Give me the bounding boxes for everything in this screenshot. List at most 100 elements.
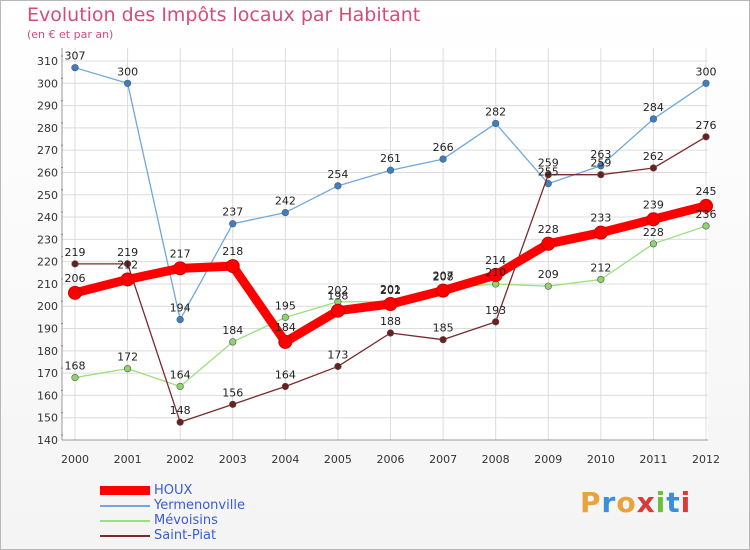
data-label-houx: 207 — [433, 270, 454, 283]
data-label-houx: 245 — [696, 185, 717, 198]
chart-title: Evolution des Impôts locaux par Habitant — [27, 4, 421, 26]
data-labels: 307 300 194 237 242 254 261 266 282 255 263 284 300 1… — [65, 50, 717, 417]
data-label-saint-piat: 156 — [222, 386, 243, 399]
point-saint-piat — [281, 382, 289, 391]
series-lines — [68, 64, 713, 426]
legend-item-m-voisins: Mévoisins — [100, 513, 245, 528]
y-tick-label: 140 — [37, 434, 58, 447]
point-m-voisins — [71, 373, 79, 382]
x-tick-label: 2008 — [482, 453, 510, 466]
grid — [62, 48, 708, 441]
y-tick-label: 240 — [37, 211, 58, 224]
y-tick-label: 300 — [37, 77, 58, 90]
data-label-houx: 233 — [590, 212, 611, 225]
y-tick-label: 210 — [37, 278, 58, 291]
data-label-m-voisins: 210 — [485, 266, 506, 279]
logo-letter: i — [655, 486, 667, 519]
point-yermenonville — [386, 166, 395, 174]
data-label-saint-piat: 148 — [170, 404, 191, 417]
data-label-saint-piat: 262 — [643, 150, 664, 163]
y-tick-label: 250 — [37, 189, 58, 202]
data-label-yermenonville: 300 — [696, 65, 717, 78]
point-m-voisins — [544, 282, 552, 290]
x-tick-label: 2002 — [166, 453, 194, 466]
data-label-saint-piat: 193 — [485, 304, 506, 317]
data-label-yermenonville: 263 — [590, 148, 611, 161]
chart-subtitle: (en € et par an) — [27, 28, 114, 41]
data-label-houx: 228 — [538, 223, 559, 236]
y-tick-label: 260 — [37, 166, 58, 179]
data-label-yermenonville: 194 — [170, 302, 191, 315]
data-label-yermenonville: 266 — [433, 141, 454, 154]
logo-letter: i — [680, 486, 692, 519]
x-tick-label: 2011 — [639, 453, 667, 466]
point-m-voisins — [597, 275, 605, 284]
data-label-m-voisins: 202 — [327, 284, 348, 297]
data-label-m-voisins: 209 — [538, 268, 559, 281]
data-label-houx: 198 — [327, 290, 348, 303]
point-yermenonville — [702, 79, 710, 87]
point-m-voisins — [702, 222, 710, 230]
legend-swatch — [100, 519, 150, 522]
data-label-yermenonville: 242 — [275, 195, 296, 208]
x-tick-label: 2010 — [587, 453, 615, 466]
data-label-m-voisins: 208 — [433, 270, 454, 283]
legend-label: Mévoisins — [154, 513, 218, 528]
data-label-saint-piat: 259 — [590, 157, 611, 170]
point-houx — [120, 272, 135, 287]
x-tick-label: 2009 — [534, 453, 562, 466]
data-label-m-voisins: 184 — [222, 324, 243, 337]
x-tick-label: 2004 — [271, 453, 299, 466]
y-tick-label: 160 — [37, 389, 58, 402]
data-label-houx: 212 — [117, 258, 138, 271]
data-label-m-voisins: 164 — [170, 368, 191, 381]
point-m-voisins — [229, 338, 237, 346]
data-label-saint-piat: 188 — [380, 315, 401, 328]
x-tick-label: 2006 — [377, 453, 405, 466]
data-label-saint-piat: 173 — [327, 348, 348, 361]
axes: 140 150 160 170 180 190 200 210 220 230 240 250 260 2… — [37, 48, 720, 466]
point-houx — [699, 198, 713, 213]
point-houx — [278, 334, 293, 349]
point-yermenonville — [334, 182, 342, 190]
y-tick-label: 170 — [37, 367, 58, 380]
x-tick-label: 2012 — [692, 453, 720, 466]
data-label-saint-piat: 219 — [65, 246, 86, 259]
data-label-houx: 184 — [275, 321, 296, 334]
data-label-m-voisins: 202 — [380, 284, 401, 297]
point-houx — [593, 225, 608, 240]
legend-item-houx: HOUX — [100, 483, 245, 498]
data-label-m-voisins: 172 — [117, 351, 138, 364]
data-label-houx: 217 — [170, 247, 191, 260]
point-saint-piat — [492, 318, 500, 326]
data-label-saint-piat: 185 — [433, 322, 454, 335]
logo-letter: P — [580, 486, 602, 519]
x-tick-label: 2000 — [61, 453, 89, 466]
point-saint-piat — [386, 329, 395, 337]
point-saint-piat — [176, 418, 184, 426]
point-m-voisins — [649, 240, 658, 248]
point-m-voisins — [281, 313, 289, 321]
logo-letter: r — [601, 486, 617, 519]
point-yermenonville — [492, 119, 500, 128]
point-saint-piat — [334, 362, 342, 371]
data-label-m-voisins: 195 — [275, 299, 296, 312]
point-yermenonville — [123, 79, 132, 87]
data-label-houx: 218 — [222, 245, 243, 258]
point-houx — [383, 297, 398, 312]
point-houx — [646, 212, 661, 227]
data-label-yermenonville: 261 — [380, 152, 401, 165]
point-houx — [225, 259, 240, 274]
point-saint-piat — [544, 171, 552, 179]
logo-letter: o — [616, 486, 637, 519]
data-label-yermenonville: 284 — [643, 101, 664, 114]
x-tick-label: 2001 — [114, 453, 142, 466]
point-saint-piat — [71, 260, 79, 268]
data-label-houx: 201 — [380, 283, 401, 296]
legend-swatch — [100, 486, 150, 495]
point-saint-piat — [597, 171, 605, 179]
y-tick-label: 270 — [37, 144, 58, 157]
plot-area — [62, 48, 708, 440]
point-m-voisins — [123, 365, 132, 373]
